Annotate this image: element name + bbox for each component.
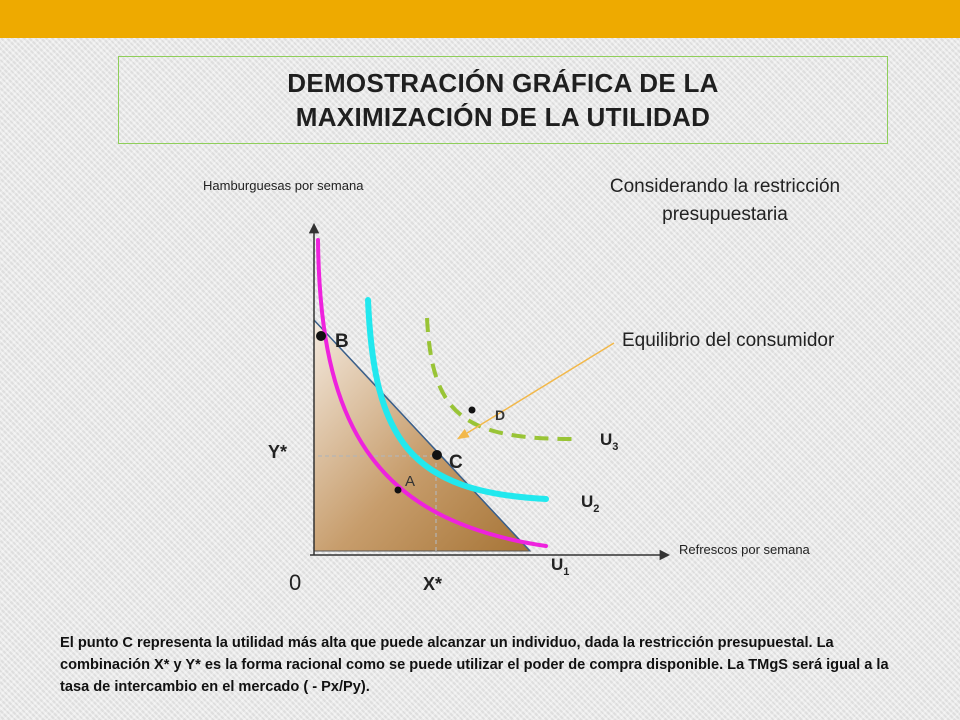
point-b-marker [316,331,326,341]
point-a-marker [394,486,402,494]
subtitle-budget-constraint: Considerando la restricción presupuestar… [609,176,841,225]
point-c-marker [432,450,442,460]
equilibrium-arrow [456,342,615,440]
equilibrium-label: Equilibrio del consumidor [622,330,835,351]
y-axis-title: Hamburguesas por semana [203,178,364,193]
top-accent-bar [0,0,960,38]
point-c-label: C [449,452,463,473]
point-a-label: A [405,473,415,490]
u2-label: U2 [581,492,599,515]
u3-label: U3 [600,430,618,453]
title-line-2: MAXIMIZACIÓN DE LA UTILIDAD [295,102,711,132]
budget-line [313,319,531,552]
point-b-label: B [335,331,349,352]
indifference-curve-u3 [425,317,573,441]
explanation-text: El punto C representa la utilidad más al… [60,635,889,695]
title-box: DEMOSTRACIÓN GRÁFICA DE LA MAXIMIZACIÓN … [118,56,888,144]
indifference-curve-u2 [365,297,549,502]
y-star-label: Y* [268,442,287,462]
x-axis-title: Refrescos por semana [679,542,810,557]
point-d-label: D [495,407,505,423]
u1-label: U1 [551,555,569,578]
point-d-marker [468,406,476,414]
x-star-label: X* [423,574,442,594]
origin-label: 0 [289,570,302,595]
title-line-1: DEMOSTRACIÓN GRÁFICA DE LA [287,68,719,98]
indifference-curve-u1 [316,238,548,548]
